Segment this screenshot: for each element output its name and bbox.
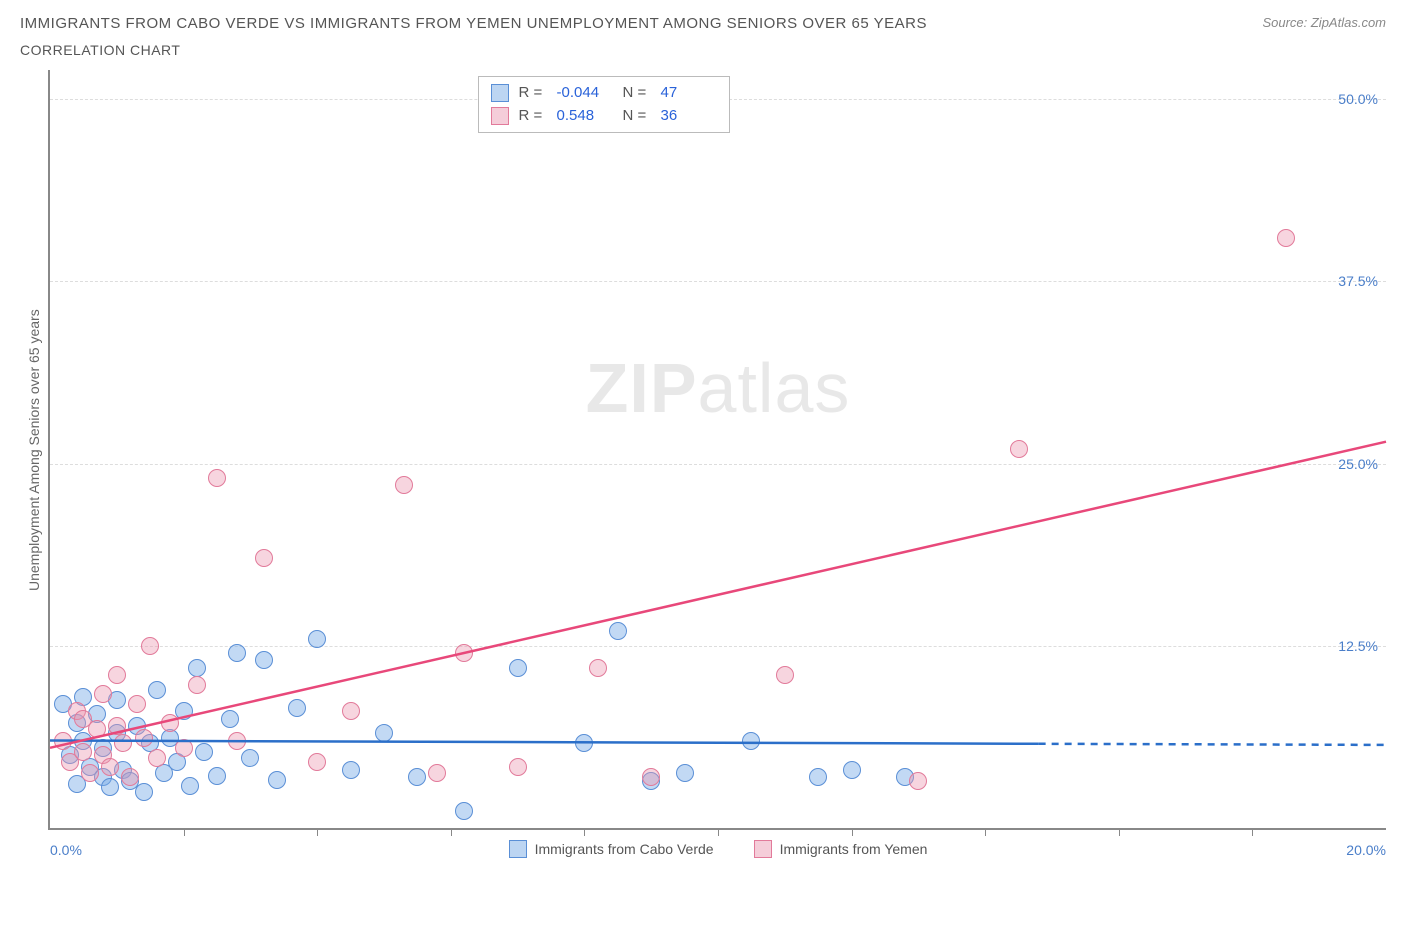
trendline — [50, 442, 1386, 748]
plot-area: ZIPatlas 12.5%25.0%37.5%50.0%0.0%20.0% R… — [48, 70, 1386, 830]
trendline — [50, 741, 1039, 744]
chart-subtitle: CORRELATION CHART — [20, 42, 927, 58]
legend-swatch — [491, 107, 509, 125]
x-tick — [718, 828, 719, 836]
legend-swatch — [754, 840, 772, 858]
chart-container: Unemployment Among Seniors over 65 years… — [20, 70, 1386, 880]
stats-row: R = 0.548 N = 36 — [491, 105, 717, 128]
stat-r-value: -0.044 — [557, 82, 613, 105]
legend-item: Immigrants from Yemen — [754, 840, 928, 858]
x-tick — [1119, 828, 1120, 836]
chart-title: IMMIGRANTS FROM CABO VERDE VS IMMIGRANTS… — [20, 15, 927, 32]
x-tick — [584, 828, 585, 836]
source-attribution: Source: ZipAtlas.com — [1262, 15, 1386, 30]
stats-legend: R = -0.044 N = 47 R = 0.548 N = 36 — [478, 76, 730, 133]
stat-n-label: N = — [623, 105, 651, 128]
stat-n-value: 47 — [661, 82, 717, 105]
legend-label: Immigrants from Yemen — [780, 841, 928, 857]
legend-label: Immigrants from Cabo Verde — [535, 841, 714, 857]
trendlines-layer — [50, 70, 1386, 828]
y-axis-label: Unemployment Among Seniors over 65 years — [20, 70, 48, 830]
legend-swatch — [491, 84, 509, 102]
stat-n-label: N = — [623, 82, 651, 105]
x-tick — [184, 828, 185, 836]
x-tick — [1252, 828, 1253, 836]
stats-row: R = -0.044 N = 47 — [491, 82, 717, 105]
stat-r-label: R = — [519, 82, 547, 105]
trendline-extrapolated — [1039, 744, 1386, 745]
x-tick — [317, 828, 318, 836]
series-legend: Immigrants from Cabo Verde Immigrants fro… — [50, 840, 1386, 858]
stat-n-value: 36 — [661, 105, 717, 128]
stat-r-value: 0.548 — [557, 105, 613, 128]
chart-header: IMMIGRANTS FROM CABO VERDE VS IMMIGRANTS… — [20, 15, 1386, 58]
x-tick — [852, 828, 853, 836]
x-tick — [985, 828, 986, 836]
x-tick — [451, 828, 452, 836]
legend-item: Immigrants from Cabo Verde — [509, 840, 714, 858]
stat-r-label: R = — [519, 105, 547, 128]
legend-swatch — [509, 840, 527, 858]
